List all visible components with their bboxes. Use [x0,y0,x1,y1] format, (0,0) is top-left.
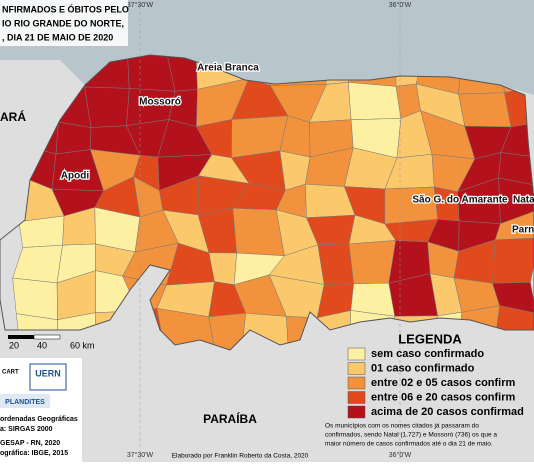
credit: ográfica: IBGE, 2015 [0,450,68,457]
coord-label: 37°30'W [127,1,154,9]
credit: ordenadas Geográficas [0,416,78,423]
municipality [232,207,285,257]
municipality [348,82,402,120]
note-line: Os municípios com os nomes citados já pa… [325,423,479,430]
coord-label: 36°0'W [389,451,412,459]
credit: a: SIRGAS 2000 [0,426,53,433]
legend-swatch [347,347,366,361]
place-label: Areia Branca [197,63,259,74]
scale-label: 40 [37,340,47,350]
place-label: São G. do Amarante [412,195,508,206]
place-label: Mossoró [139,97,181,108]
legend-swatch [347,405,366,419]
place-label: Apodi [61,171,90,182]
coord-label: 36°0'W [389,1,412,9]
municipality [500,120,534,159]
municipality [55,121,92,155]
municipality [12,277,58,321]
legend-swatch [347,362,366,375]
municipality [208,312,247,350]
credit: GESAP - RN, 2020 [0,440,60,447]
logo: UERN [35,368,61,378]
region-label: PARAÍBA [203,411,257,426]
title-line: NFIRMADOS E ÓBITOS PELO [2,3,129,14]
legend-label: entre 06 e 20 casos confirm [371,391,516,403]
logo-box [29,363,67,391]
logo: PLANDITES [5,399,45,406]
municipality [84,86,130,128]
legend-label: entre 02 e 05 casos confirm [371,377,516,389]
note-line: confirmados, sendo Natal (1.727) e Mosso… [325,432,497,439]
municipality [492,282,534,314]
legend-title: LEGENDA [398,331,462,346]
title-line: , DIA 21 DE MAIO DE 2020 [2,32,113,42]
scale-label: 60 km [70,340,95,350]
scale-label: 20 [9,340,19,350]
municipality [317,243,354,285]
legend-label: acima de 20 casos confirmad [371,406,524,418]
title-line: IO RIO GRANDE DO NORTE, [2,18,124,28]
sea [0,0,534,95]
municipality [498,177,534,225]
municipality [458,92,512,128]
logo-box [0,394,50,408]
municipality [348,240,397,285]
title-box [0,0,128,46]
place-label: Parna [512,225,534,236]
coord-label: 37°30'W [127,451,154,459]
note-line: maior número de casos confirmados até o … [325,441,493,448]
legend-label: sem caso confirmado [371,348,484,360]
legend-swatch [347,391,366,404]
legend: sem caso confirmado 01 caso confirmado ent… [347,347,524,419]
municipality [494,209,534,241]
municipality [492,237,534,284]
municipality [18,215,65,248]
legend-swatch [347,376,366,390]
legend-label: 01 caso confirmado [371,362,475,374]
place-label: Natal [513,195,534,206]
scale-bar [33,334,61,340]
logo: CART [2,370,19,376]
region-label: ARÁ [0,109,26,124]
author: Elaborado por Franklin Roberto da Costa,… [172,453,309,460]
